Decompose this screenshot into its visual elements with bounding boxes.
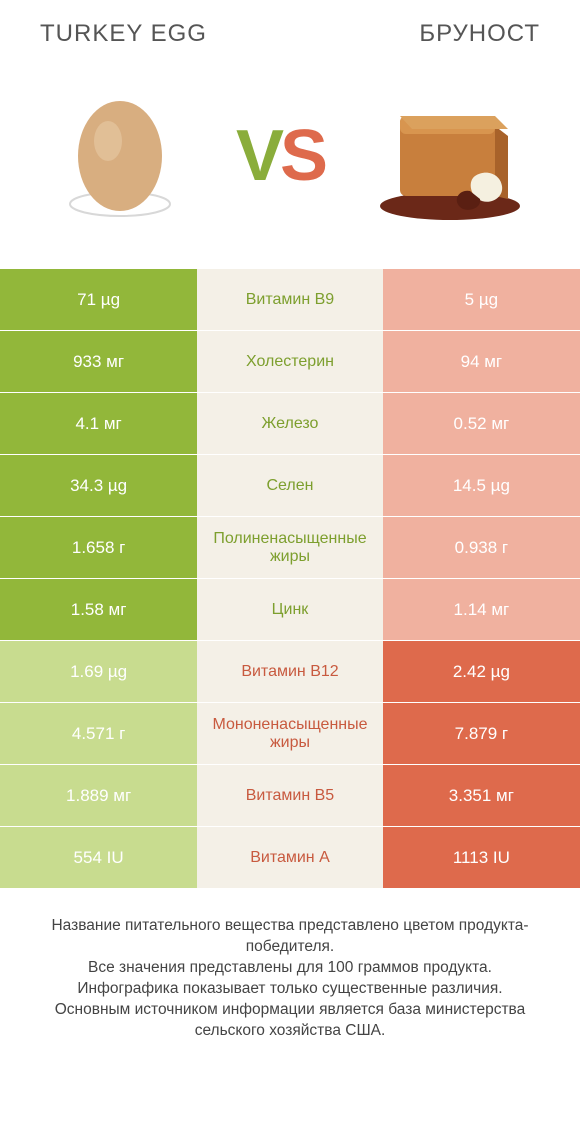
nutrient-label: Полиненасыщенные жиры: [197, 517, 383, 578]
right-value: 3.351 мг: [383, 765, 580, 826]
nutrient-label: Железо: [197, 393, 383, 454]
title-right: БРУНОСТ: [419, 20, 540, 48]
table-row: 554 IUВитамин A1113 IU: [0, 826, 580, 888]
table-row: 1.69 µgВитамин B122.42 µg: [0, 640, 580, 702]
right-value: 1113 IU: [383, 827, 580, 888]
right-value: 5 µg: [383, 269, 580, 330]
nutrient-label: Витамин B5: [197, 765, 383, 826]
hero-row: VS: [0, 58, 580, 268]
footer-line: Все значения представлены для 100 граммо…: [18, 958, 562, 979]
left-value: 4.1 мг: [0, 393, 197, 454]
table-row: 71 µgВитамин B95 µg: [0, 268, 580, 330]
right-value: 2.42 µg: [383, 641, 580, 702]
left-value: 1.658 г: [0, 517, 197, 578]
table-row: 4.1 мгЖелезо0.52 мг: [0, 392, 580, 454]
left-value: 4.571 г: [0, 703, 197, 764]
title-left: TURKEY EGG: [40, 20, 207, 48]
cheese-image: [370, 81, 530, 231]
left-value: 1.889 мг: [0, 765, 197, 826]
table-row: 1.658 гПолиненасыщенные жиры0.938 г: [0, 516, 580, 578]
nutrient-label: Мононенасыщенные жиры: [197, 703, 383, 764]
table-row: 4.571 гМононенасыщенные жиры7.879 г: [0, 702, 580, 764]
table-row: 34.3 µgСелен14.5 µg: [0, 454, 580, 516]
footer-line: Инфографика показывает только существенн…: [18, 979, 562, 1000]
left-value: 554 IU: [0, 827, 197, 888]
footer-line: Название питательного вещества представл…: [18, 916, 562, 958]
right-value: 0.938 г: [383, 517, 580, 578]
nutrient-label: Витамин B12: [197, 641, 383, 702]
nutrient-label: Витамин A: [197, 827, 383, 888]
footer-notes: Название питательного вещества представл…: [0, 888, 580, 1052]
vs-s: S: [280, 116, 324, 196]
table-row: 933 мгХолестерин94 мг: [0, 330, 580, 392]
egg-image: [50, 81, 190, 231]
vs-label: VS: [236, 115, 324, 197]
left-value: 933 мг: [0, 331, 197, 392]
right-value: 14.5 µg: [383, 455, 580, 516]
left-value: 71 µg: [0, 269, 197, 330]
right-value: 1.14 мг: [383, 579, 580, 640]
comparison-table: 71 µgВитамин B95 µg933 мгХолестерин94 мг…: [0, 268, 580, 888]
left-value: 1.69 µg: [0, 641, 197, 702]
nutrient-label: Холестерин: [197, 331, 383, 392]
footer-line: Основным источником информации является …: [18, 1000, 562, 1042]
right-value: 94 мг: [383, 331, 580, 392]
left-value: 1.58 мг: [0, 579, 197, 640]
nutrient-label: Витамин B9: [197, 269, 383, 330]
vs-v: V: [236, 116, 280, 196]
right-value: 0.52 мг: [383, 393, 580, 454]
table-row: 1.889 мгВитамин B53.351 мг: [0, 764, 580, 826]
nutrient-label: Селен: [197, 455, 383, 516]
left-value: 34.3 µg: [0, 455, 197, 516]
right-value: 7.879 г: [383, 703, 580, 764]
table-row: 1.58 мгЦинк1.14 мг: [0, 578, 580, 640]
header: TURKEY EGG БРУНОСТ: [0, 0, 580, 58]
nutrient-label: Цинк: [197, 579, 383, 640]
